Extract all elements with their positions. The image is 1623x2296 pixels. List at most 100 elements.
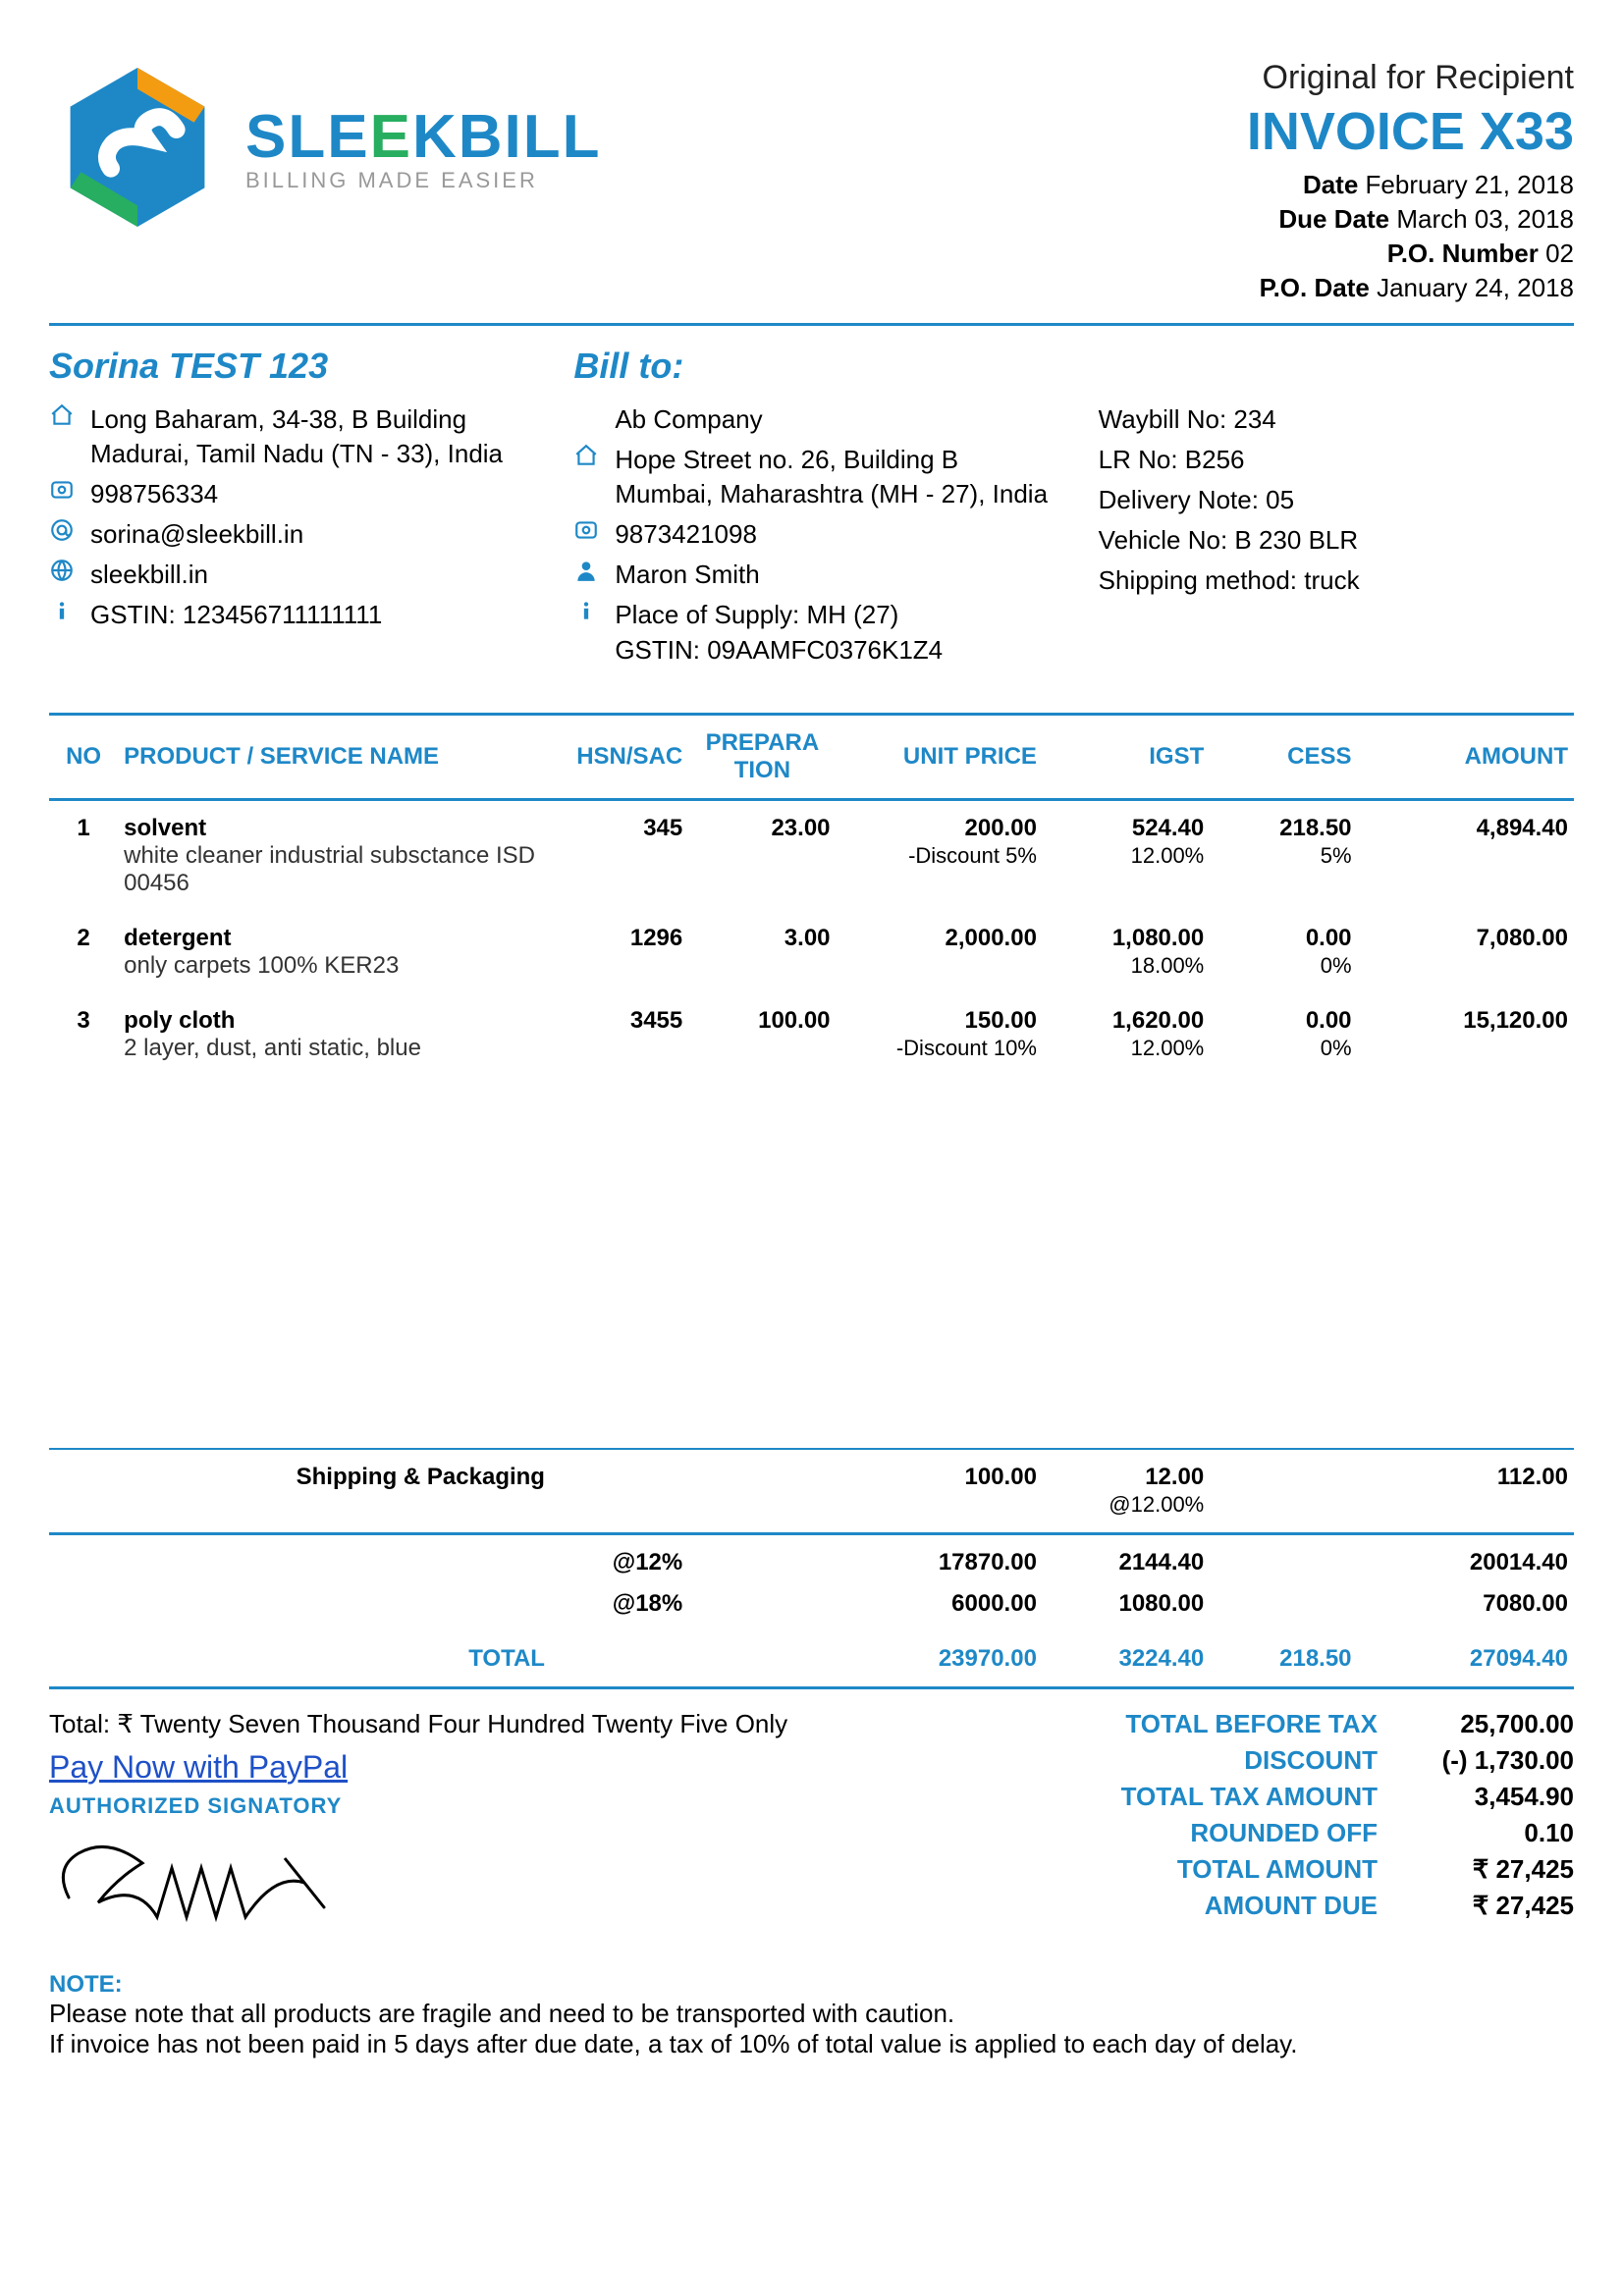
amount-due-value: ₹ 27,425 [1378, 1891, 1574, 1921]
item-amount: 7,080.00 [1358, 911, 1574, 993]
bottom-left: Total: ₹ Twenty Seven Thousand Four Hund… [49, 1709, 1024, 1942]
col-cess: CESS [1210, 714, 1357, 799]
info-row: Sorina TEST 123 Long Baharam, 34-38, B B… [49, 346, 1574, 673]
logo-icon [49, 59, 226, 236]
summary-block: TOTAL BEFORE TAX25,700.00 DISCOUNT(-) 1,… [1063, 1709, 1574, 1942]
item-prep: 23.00 [688, 799, 836, 911]
person-icon [573, 558, 603, 592]
tax-amt-label: TOTAL TAX AMOUNT [1063, 1782, 1378, 1812]
item-name: detergentonly carpets 100% KER23 [118, 911, 551, 993]
due-line: Due Date March 03, 2018 [1247, 204, 1574, 235]
before-tax-value: 25,700.00 [1378, 1709, 1574, 1739]
total-amount-value: ₹ 27,425 [1378, 1854, 1574, 1885]
col-name: PRODUCT / SERVICE NAME [118, 714, 551, 799]
email-icon [49, 517, 79, 552]
grand-total-row: TOTAL 23970.00 3224.40 218.50 27094.40 [49, 1631, 1574, 1688]
info-icon [573, 598, 603, 632]
billto-contact: Maron Smith [615, 558, 1049, 592]
item-prep: 100.00 [688, 993, 836, 1076]
item-no: 3 [49, 993, 118, 1076]
ship-lr: LR No: B256 [1099, 443, 1574, 477]
item-name: poly cloth2 layer, dust, anti static, bl… [118, 993, 551, 1076]
rounded-label: ROUNDED OFF [1063, 1818, 1378, 1848]
divider [49, 323, 1574, 326]
total-label: TOTAL [118, 1631, 551, 1688]
ship-waybill: Waybill No: 234 [1099, 402, 1574, 437]
signature-icon [49, 1829, 363, 1937]
col-amount: AMOUNT [1358, 714, 1574, 799]
shipping-label: Shipping & Packaging [118, 1449, 551, 1534]
item-igst: 524.4012.00% [1043, 799, 1210, 911]
shipping-igst: 12.00@12.00% [1043, 1449, 1210, 1534]
logo-name: SLEEKBILL [245, 102, 601, 172]
shipping-amount: 112.00 [1358, 1449, 1574, 1534]
po-num-line: P.O. Number 02 [1247, 239, 1574, 269]
item-hsn: 345 [551, 799, 688, 911]
item-cess: 218.505% [1210, 799, 1357, 911]
rounded-value: 0.10 [1378, 1818, 1574, 1848]
discount-label: DISCOUNT [1063, 1745, 1378, 1776]
ship-vehicle: Vehicle No: B 230 BLR [1099, 523, 1574, 558]
item-no: 2 [49, 911, 118, 993]
table-row: 3poly cloth2 layer, dust, anti static, b… [49, 993, 1574, 1076]
billto-phone: 9873421098 [615, 517, 1049, 552]
item-name: solventwhite cleaner industrial subsctan… [118, 799, 551, 911]
total-amount-label: TOTAL AMOUNT [1063, 1854, 1378, 1885]
item-unit: 200.00-Discount 5% [837, 799, 1043, 911]
home-icon [49, 402, 79, 437]
note-line1: Please note that all products are fragil… [49, 1999, 1574, 2029]
authorized-signatory-label: AUTHORIZED SIGNATORY [49, 1793, 1024, 1819]
col-prep: PREPARATION [688, 714, 836, 799]
tax-row-12: @12% 17870.00 2144.40 20014.40 [49, 1533, 1574, 1590]
phone-icon [573, 517, 603, 552]
shipping-unit: 100.00 [837, 1449, 1043, 1534]
logo-block: SLEEKBILL BILLING MADE EASIER [49, 59, 601, 236]
item-cess: 0.000% [1210, 911, 1357, 993]
billto-address: Hope Street no. 26, Building BMumbai, Ma… [615, 443, 1049, 511]
item-no: 1 [49, 799, 118, 911]
item-cess: 0.000% [1210, 993, 1357, 1076]
info-icon [49, 598, 79, 632]
date-line: Date February 21, 2018 [1247, 170, 1574, 200]
from-title: Sorina TEST 123 [49, 346, 524, 387]
phone-icon [49, 477, 79, 511]
from-phone: 998756334 [90, 477, 524, 511]
tax-row-18: @18% 6000.00 1080.00 7080.00 [49, 1590, 1574, 1631]
item-unit: 150.00-Discount 10% [837, 993, 1043, 1076]
billto-pos: Place of Supply: MH (27)GSTIN: 09AAMFC03… [615, 598, 1049, 667]
item-hsn: 3455 [551, 993, 688, 1076]
logo-tagline: BILLING MADE EASIER [245, 168, 601, 193]
original-label: Original for Recipient [1247, 59, 1574, 97]
bottom-section: Total: ₹ Twenty Seven Thousand Four Hund… [49, 1709, 1574, 1942]
col-hsn: HSN/SAC [551, 714, 688, 799]
item-amount: 15,120.00 [1358, 993, 1574, 1076]
item-unit: 2,000.00 [837, 911, 1043, 993]
header-right: Original for Recipient INVOICE X33 Date … [1247, 59, 1574, 303]
from-gstin: GSTIN: 123456711111111 [90, 598, 524, 632]
invoice-number: INVOICE X33 [1247, 101, 1574, 162]
header-row: SLEEKBILL BILLING MADE EASIER Original f… [49, 59, 1574, 303]
discount-value: (-) 1,730.00 [1378, 1745, 1574, 1776]
ship-method: Shipping method: truck [1099, 563, 1574, 598]
shipping-column: . Waybill No: 234 LR No: B256 Delivery N… [1099, 346, 1574, 673]
col-unit: UNIT PRICE [837, 714, 1043, 799]
from-web: sleekbill.in [90, 558, 524, 592]
web-icon [49, 558, 79, 592]
ship-delivery: Delivery Note: 05 [1099, 483, 1574, 517]
table-row: 2detergentonly carpets 100% KER2312963.0… [49, 911, 1574, 993]
shipping-row: Shipping & Packaging 100.00 12.00@12.00%… [49, 1449, 1574, 1534]
from-email: sorina@sleekbill.in [90, 517, 524, 552]
from-address: Long Baharam, 34-38, B BuildingMadurai, … [90, 402, 524, 471]
item-amount: 4,894.40 [1358, 799, 1574, 911]
before-tax-label: TOTAL BEFORE TAX [1063, 1709, 1378, 1739]
col-no: NO [49, 714, 118, 799]
po-date-line: P.O. Date January 24, 2018 [1247, 273, 1574, 303]
paypal-link[interactable]: Pay Now with PayPal [49, 1749, 348, 1785]
item-igst: 1,620.0012.00% [1043, 993, 1210, 1076]
note-line2: If invoice has not been paid in 5 days a… [49, 2029, 1574, 2059]
col-igst: IGST [1043, 714, 1210, 799]
items-table: NO PRODUCT / SERVICE NAME HSN/SAC PREPAR… [49, 713, 1574, 1689]
table-row: 1solventwhite cleaner industrial subscta… [49, 799, 1574, 911]
amount-due-label: AMOUNT DUE [1063, 1891, 1378, 1921]
item-hsn: 1296 [551, 911, 688, 993]
